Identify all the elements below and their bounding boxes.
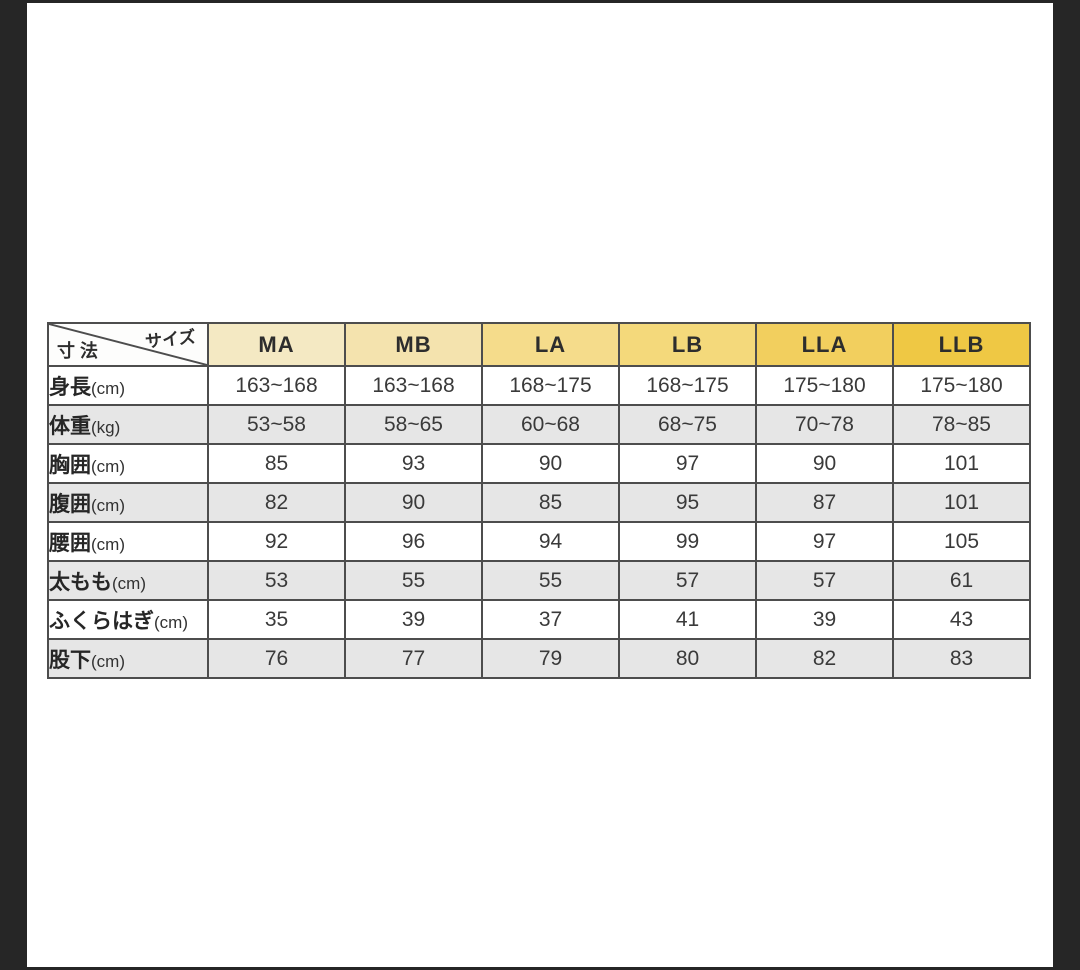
cell-value: 163~168 <box>207 365 346 406</box>
row-label-inseam: 股下(cm) <box>47 638 209 679</box>
cell-value: 83 <box>892 638 1031 679</box>
cell-value: 90 <box>755 443 894 484</box>
row-inseam: 股下(cm) 76 77 79 80 82 83 <box>47 638 1031 679</box>
cell-value: 39 <box>755 599 894 640</box>
cell-value: 60~68 <box>481 404 620 445</box>
image-canvas: サイズ 寸法 MA MB LA LB LLA LLB 身長(cm) 163~16… <box>27 3 1053 967</box>
column-header-la: LA <box>481 322 620 367</box>
cell-value: 87 <box>755 482 894 523</box>
row-height: 身長(cm) 163~168 163~168 168~175 168~175 1… <box>47 365 1031 406</box>
row-label-height: 身長(cm) <box>47 365 209 406</box>
cell-value: 99 <box>618 521 757 562</box>
cell-value: 35 <box>207 599 346 640</box>
cell-value: 101 <box>892 443 1031 484</box>
cell-value: 92 <box>207 521 346 562</box>
cell-value: 79 <box>481 638 620 679</box>
cell-value: 97 <box>755 521 894 562</box>
column-header-lb: LB <box>618 322 757 367</box>
cell-value: 105 <box>892 521 1031 562</box>
row-label-thigh: 太もも(cm) <box>47 560 209 601</box>
cell-value: 90 <box>344 482 483 523</box>
cell-value: 55 <box>344 560 483 601</box>
cell-value: 168~175 <box>481 365 620 406</box>
cell-value: 58~65 <box>344 404 483 445</box>
cell-value: 175~180 <box>892 365 1031 406</box>
column-header-ma: MA <box>207 322 346 367</box>
cell-value: 95 <box>618 482 757 523</box>
cell-value: 57 <box>755 560 894 601</box>
cell-value: 68~75 <box>618 404 757 445</box>
cell-value: 97 <box>618 443 757 484</box>
row-label-abdomen: 腹囲(cm) <box>47 482 209 523</box>
row-abdomen: 腹囲(cm) 82 90 85 95 87 101 <box>47 482 1031 523</box>
column-header-mb: MB <box>344 322 483 367</box>
header-row: サイズ 寸法 MA MB LA LB LLA LLB <box>47 322 1031 367</box>
cell-value: 80 <box>618 638 757 679</box>
cell-value: 168~175 <box>618 365 757 406</box>
column-header-lla: LLA <box>755 322 894 367</box>
cell-value: 70~78 <box>755 404 894 445</box>
row-label-chest: 胸囲(cm) <box>47 443 209 484</box>
cell-value: 76 <box>207 638 346 679</box>
row-calf: ふくらはぎ(cm) 35 39 37 41 39 43 <box>47 599 1031 640</box>
cell-value: 90 <box>481 443 620 484</box>
cell-value: 175~180 <box>755 365 894 406</box>
diagonal-divider-line <box>50 325 206 364</box>
cell-value: 101 <box>892 482 1031 523</box>
cell-value: 77 <box>344 638 483 679</box>
column-header-llb: LLB <box>892 322 1031 367</box>
cell-value: 53 <box>207 560 346 601</box>
cell-value: 43 <box>892 599 1031 640</box>
cell-value: 85 <box>207 443 346 484</box>
cell-value: 57 <box>618 560 757 601</box>
corner-label-size: サイズ <box>143 327 197 352</box>
cell-value: 85 <box>481 482 620 523</box>
corner-label-dimension: 寸法 <box>57 341 103 361</box>
cell-value: 78~85 <box>892 404 1031 445</box>
cell-value: 53~58 <box>207 404 346 445</box>
cell-value: 82 <box>207 482 346 523</box>
row-label-hip: 腰囲(cm) <box>47 521 209 562</box>
cell-value: 82 <box>755 638 894 679</box>
row-chest: 胸囲(cm) 85 93 90 97 90 101 <box>47 443 1031 484</box>
cell-value: 93 <box>344 443 483 484</box>
cell-value: 61 <box>892 560 1031 601</box>
row-label-calf: ふくらはぎ(cm) <box>47 599 209 640</box>
row-thigh: 太もも(cm) 53 55 55 57 57 61 <box>47 560 1031 601</box>
cell-value: 39 <box>344 599 483 640</box>
cell-value: 94 <box>481 521 620 562</box>
cell-value: 96 <box>344 521 483 562</box>
cell-value: 55 <box>481 560 620 601</box>
cell-value: 163~168 <box>344 365 483 406</box>
row-weight: 体重(kg) 53~58 58~65 60~68 68~75 70~78 78~… <box>47 404 1031 445</box>
row-label-weight: 体重(kg) <box>47 404 209 445</box>
cell-value: 37 <box>481 599 620 640</box>
row-hip: 腰囲(cm) 92 96 94 99 97 105 <box>47 521 1031 562</box>
cell-value: 41 <box>618 599 757 640</box>
corner-header-cell: サイズ 寸法 <box>47 322 209 367</box>
size-chart-table: サイズ 寸法 MA MB LA LB LLA LLB 身長(cm) 163~16… <box>47 322 1031 679</box>
